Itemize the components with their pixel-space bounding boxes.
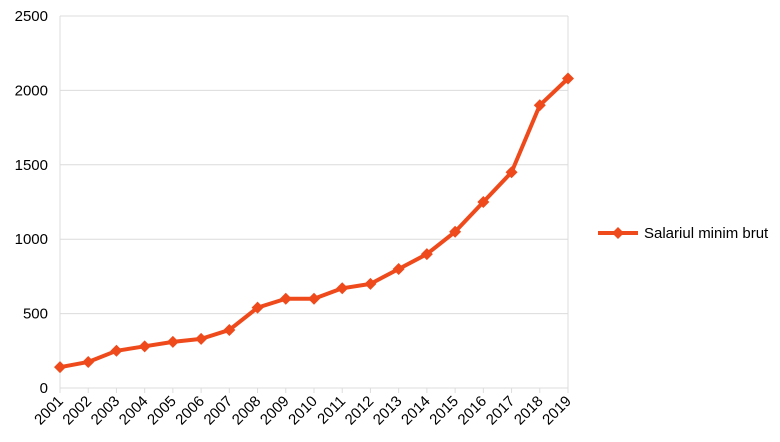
- x-tick-label: 2007: [201, 393, 237, 429]
- data-point: [364, 277, 377, 290]
- data-point: [420, 248, 433, 261]
- data-point: [533, 99, 546, 112]
- data-point: [251, 301, 264, 314]
- x-tick-label: 2011: [314, 393, 349, 428]
- data-point: [279, 292, 292, 305]
- data-point: [223, 323, 236, 336]
- x-tick-label: 2010: [285, 393, 321, 429]
- legend-label: Salariul minim brut: [644, 225, 769, 242]
- data-point: [82, 355, 95, 368]
- x-tick-label: 2013: [370, 393, 406, 429]
- x-tick-label: 2017: [483, 393, 519, 429]
- x-tick-label: 2018: [511, 393, 547, 429]
- y-tick-label: 2500: [15, 8, 48, 25]
- y-tick-label: 0: [40, 380, 48, 397]
- x-tick-label: 2003: [88, 393, 124, 429]
- x-tick-label: 2006: [172, 393, 208, 429]
- data-point: [449, 225, 462, 238]
- data-point: [308, 292, 320, 305]
- y-tick-label: 1000: [15, 231, 48, 248]
- x-tick-label: 2005: [144, 393, 180, 429]
- data-point: [166, 335, 179, 348]
- data-point: [562, 72, 574, 85]
- x-tick-label: 2009: [257, 393, 293, 429]
- data-line: [59, 77, 570, 370]
- data-point: [392, 262, 405, 275]
- x-tick-label: 2008: [229, 393, 265, 429]
- x-tick-label: 2012: [342, 393, 378, 429]
- x-tick-label: 2002: [59, 393, 95, 429]
- x-tick-label: 2016: [455, 393, 491, 429]
- x-tick-label: 2014: [398, 393, 434, 429]
- y-tick-label: 1500: [15, 157, 48, 174]
- x-tick-label: 2019: [539, 393, 575, 429]
- data-point: [505, 166, 518, 179]
- y-tick-label: 500: [23, 306, 48, 323]
- x-tick-label: 2001: [31, 393, 67, 429]
- data-point: [477, 196, 490, 208]
- data-point: [195, 332, 208, 345]
- y-tick-label: 2000: [15, 82, 48, 99]
- x-tick-label: 2015: [426, 393, 462, 429]
- legend-marker: [612, 227, 624, 239]
- data-point: [138, 340, 151, 353]
- data-point: [336, 282, 349, 295]
- data-point: [110, 344, 123, 357]
- data-point: [54, 361, 66, 374]
- x-tick-label: 2004: [116, 393, 152, 429]
